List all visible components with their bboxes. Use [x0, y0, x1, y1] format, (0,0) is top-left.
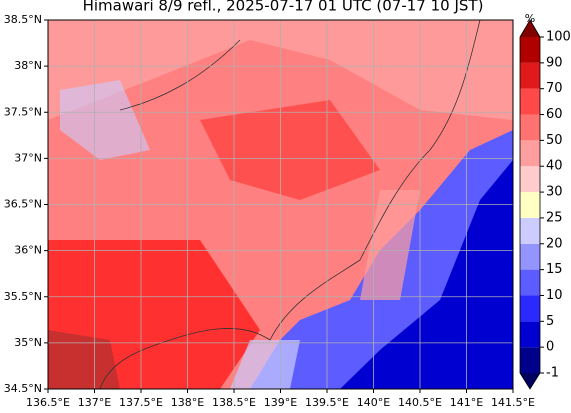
- y-tick-label: 34.5°N: [4, 382, 42, 395]
- x-tick-label: 138°E: [171, 396, 204, 409]
- y-tick-label: 37.5°N: [4, 105, 42, 118]
- x-tick-label: 136.5°E: [26, 396, 70, 409]
- colorbar-tick-label: 40: [546, 159, 563, 174]
- colorbar-tick-label: 90: [546, 55, 563, 70]
- colorbar-segment: [520, 88, 540, 115]
- colorbar-tick-label: 30: [546, 185, 563, 200]
- colorbar-tick-label: 60: [546, 107, 563, 122]
- colorbar-tick-label: 5: [546, 314, 554, 329]
- colorbar-tick-label: 25: [546, 210, 563, 225]
- colorbar-segment: [520, 62, 540, 89]
- x-tick-label: 140°E: [357, 396, 390, 409]
- map-title: Himawari 8/9 refl., 2025-07-17 01 UTC (0…: [83, 0, 484, 15]
- colorbar-tick-label: 20: [546, 236, 563, 251]
- colorbar-tick-label: 10: [546, 288, 563, 303]
- y-tick-label: 35°N: [14, 336, 42, 349]
- y-tick-label: 38.5°N: [4, 13, 42, 26]
- x-tick-label: 140.5°E: [398, 396, 442, 409]
- x-tick-label: 139°E: [264, 396, 297, 409]
- x-tick-label: 137°E: [78, 396, 111, 409]
- x-tick-label: 139.5°E: [305, 396, 349, 409]
- colorbar-segment: [520, 321, 540, 348]
- x-tick-label: 141°E: [450, 396, 483, 409]
- colorbar-tick-label: 50: [546, 133, 563, 148]
- x-tick-label: 141.5°E: [491, 396, 535, 409]
- x-tick-label: 137.5°E: [119, 396, 163, 409]
- y-tick-label: 36.5°N: [4, 198, 42, 211]
- y-tick-label: 37°N: [14, 151, 42, 164]
- x-tick-label: 138.5°E: [212, 396, 256, 409]
- colorbar-segment: [520, 166, 540, 193]
- colorbar-segment: [520, 217, 540, 244]
- colorbar-tick-label: -1: [546, 366, 559, 381]
- colorbar-extend-under: [520, 373, 540, 389]
- colorbar-segment: [520, 269, 540, 296]
- colorbar-segment: [520, 192, 540, 218]
- colorbar-segment: [520, 114, 540, 141]
- y-tick-label: 35.5°N: [4, 290, 42, 303]
- colorbar-tick-label: 0: [546, 340, 554, 355]
- colorbar-tick-label: 100: [546, 30, 571, 45]
- colorbar-segment: [520, 347, 540, 373]
- colorbar-segment: [520, 295, 540, 322]
- colorbar-tick-label: 15: [546, 262, 563, 277]
- y-tick-label: 38°N: [14, 59, 42, 72]
- colorbar-unit: %: [525, 12, 535, 25]
- colorbar-segment: [520, 140, 540, 167]
- colorbar-tick-label: 70: [546, 81, 563, 96]
- colorbar-extend-over: [520, 20, 540, 37]
- y-tick-label: 36°N: [14, 244, 42, 257]
- colorbar-segment: [520, 37, 540, 63]
- colorbar-segment: [520, 243, 540, 270]
